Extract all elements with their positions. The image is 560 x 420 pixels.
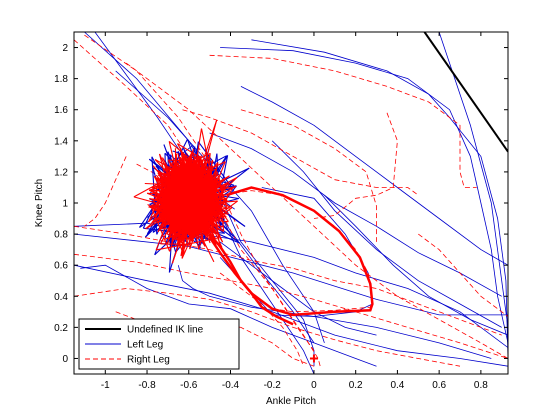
x-tick-label: 0.2 bbox=[349, 380, 363, 391]
y-axis: 0 0.2 0.4 0.6 0.8 1 1.2 1.4 1.6 1.8 2 bbox=[54, 43, 508, 365]
cluster-stroke bbox=[199, 206, 206, 225]
series-line bbox=[80, 264, 377, 367]
legend-label: Undefined IK line bbox=[127, 325, 204, 336]
cluster-stroke bbox=[169, 202, 187, 252]
cluster-stroke bbox=[177, 143, 201, 159]
y-tick-label: 1.6 bbox=[54, 105, 68, 116]
series-line bbox=[209, 132, 502, 297]
series-line bbox=[177, 265, 492, 359]
series-line bbox=[125, 62, 508, 359]
cluster-stroke bbox=[179, 200, 201, 226]
cluster-stroke bbox=[197, 184, 201, 192]
cluster-stroke bbox=[187, 185, 224, 243]
x-tick-label: 0.6 bbox=[432, 380, 446, 391]
cluster-stroke bbox=[171, 180, 199, 186]
cluster-stroke bbox=[150, 193, 195, 208]
y-tick-label: 0.2 bbox=[54, 323, 68, 334]
x-tick-label: 0.8 bbox=[474, 380, 488, 391]
cluster-stroke bbox=[189, 160, 225, 219]
series-line bbox=[438, 32, 508, 328]
data-layer bbox=[74, 32, 508, 374]
x-tick-label: 0.4 bbox=[390, 380, 404, 391]
cluster-stroke bbox=[148, 188, 179, 223]
cluster-stroke bbox=[174, 212, 188, 227]
series-line bbox=[240, 86, 508, 266]
cluster-stroke bbox=[148, 193, 163, 223]
cluster-stroke bbox=[169, 162, 216, 235]
y-tick-label: 0.8 bbox=[54, 230, 68, 241]
cluster-stroke bbox=[197, 187, 207, 224]
cluster-stroke bbox=[191, 208, 194, 220]
series-line bbox=[84, 156, 127, 227]
cluster-stroke bbox=[180, 221, 200, 226]
series-line bbox=[219, 241, 377, 336]
series-undefined-ik-line bbox=[423, 32, 508, 153]
series-line bbox=[271, 140, 502, 328]
y-tick-label: 1 bbox=[62, 199, 68, 210]
cluster-stroke bbox=[184, 189, 212, 195]
cluster-stroke bbox=[150, 206, 171, 252]
x-tick-label: -0.8 bbox=[138, 380, 156, 391]
legend-label: Right Leg bbox=[127, 355, 170, 366]
cluster-stroke bbox=[174, 175, 189, 227]
y-tick-label: 1.8 bbox=[54, 74, 68, 85]
cluster-stroke bbox=[179, 196, 201, 213]
legend-label: Left Leg bbox=[127, 340, 163, 351]
cluster-stroke bbox=[164, 162, 171, 219]
y-tick-label: 1.4 bbox=[54, 136, 68, 147]
legend: Undefined IK line Left Leg Right Leg bbox=[78, 318, 240, 370]
cluster-stroke bbox=[163, 221, 167, 226]
y-axis-label: Knee Pitch bbox=[34, 179, 45, 227]
cluster-stroke bbox=[210, 192, 223, 223]
series-line bbox=[84, 32, 315, 367]
cluster-stroke bbox=[155, 223, 167, 251]
series-line bbox=[240, 109, 377, 242]
series-line bbox=[74, 253, 508, 359]
cluster-stroke bbox=[167, 201, 193, 232]
series-line bbox=[219, 272, 304, 367]
cluster-stroke bbox=[209, 180, 221, 248]
y-tick-label: 0 bbox=[62, 354, 68, 365]
y-tick-label: 0.6 bbox=[54, 261, 68, 272]
y-tick-label: 1.2 bbox=[54, 167, 68, 178]
cluster-stroke bbox=[177, 143, 190, 165]
x-tick-label: -0.6 bbox=[180, 380, 198, 391]
legend-box bbox=[78, 318, 240, 370]
x-tick-label: 0 bbox=[311, 380, 317, 391]
cluster-stroke bbox=[201, 197, 224, 243]
cluster-stroke bbox=[176, 191, 197, 209]
series-line bbox=[74, 225, 502, 336]
cluster-stroke bbox=[162, 187, 191, 195]
series-line bbox=[74, 264, 508, 367]
cluster-stroke bbox=[194, 119, 218, 184]
cluster-stroke bbox=[211, 210, 216, 219]
y-tick-label: 0.4 bbox=[54, 292, 68, 303]
series-line bbox=[423, 32, 508, 153]
series-thick-line bbox=[208, 233, 294, 326]
cluster-right-leg bbox=[133, 119, 238, 264]
x-tick-label: -1 bbox=[101, 380, 110, 391]
cluster-stroke bbox=[179, 183, 199, 202]
series-line bbox=[74, 288, 461, 367]
series-marker bbox=[309, 354, 318, 363]
cluster-stroke bbox=[166, 233, 186, 246]
x-axis: -1 -0.8 -0.6 -0.4 -0.2 0 0.2 0.4 0.6 0.8 bbox=[101, 32, 488, 391]
cluster-stroke bbox=[201, 214, 214, 237]
cluster-stroke bbox=[182, 183, 201, 213]
series-line bbox=[418, 233, 508, 317]
series-line bbox=[324, 194, 508, 336]
y-tick-label: 2 bbox=[62, 43, 68, 54]
cluster-stroke bbox=[155, 239, 209, 251]
x-tick-label: -0.4 bbox=[222, 380, 240, 391]
x-axis-label: Ankle Pitch bbox=[266, 396, 316, 407]
x-tick-label: -0.2 bbox=[264, 380, 282, 391]
cluster-stroke bbox=[158, 186, 173, 195]
cluster-stroke bbox=[196, 203, 199, 224]
